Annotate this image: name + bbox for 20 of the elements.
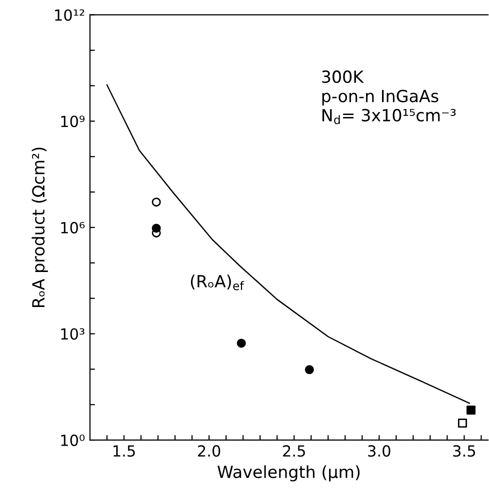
- annotation: 300K p-on-n InGaAs N$_{d}$= 3x10¹⁵cm⁻³: [322, 70, 456, 124]
- y-axis-title: RₒA product (Ωcm²): [32, 148, 48, 308]
- x-tick-label: 3.5: [453, 445, 476, 457]
- point: [236, 338, 246, 348]
- point: [152, 198, 161, 207]
- point: [304, 365, 314, 374]
- y-tick-label: 10¹²: [55, 9, 84, 21]
- y-tick-label: 10⁶: [61, 222, 85, 234]
- point: [466, 406, 476, 415]
- x-tick-label: 2.0: [198, 445, 220, 457]
- x-tick-label: 1.5: [114, 445, 135, 457]
- x-tick-label: 2.5: [283, 445, 305, 457]
- y-tick-label: 10³: [61, 328, 84, 340]
- point: [458, 418, 468, 428]
- y-tick-label: 10⁹: [61, 116, 85, 128]
- y-tick-label: 10⁰: [61, 434, 85, 446]
- x-axis-title: Wavelength (μm): [218, 465, 360, 482]
- annotation: (RₒA)$_{ef}$: [190, 274, 244, 290]
- point: [152, 224, 161, 233]
- x-tick-label: 3.0: [368, 445, 390, 457]
